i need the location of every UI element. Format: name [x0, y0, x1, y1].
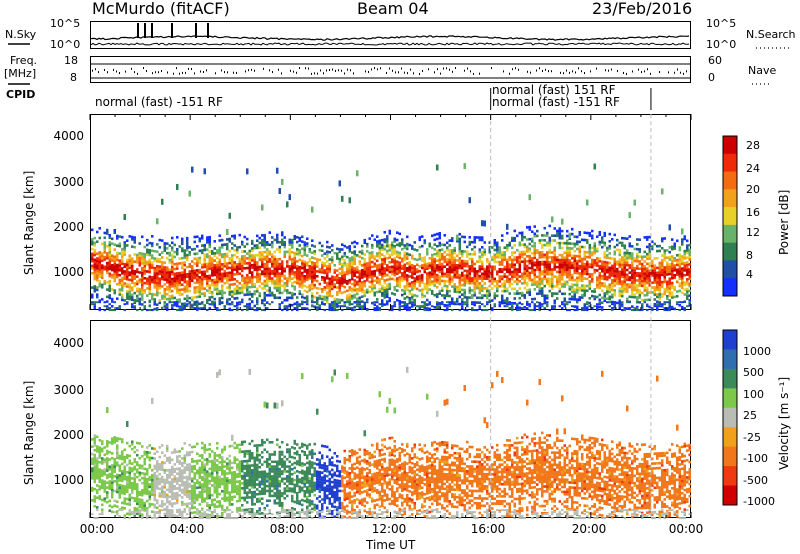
noise-right-tick-top: 10^5 — [706, 17, 737, 30]
power-ytick-4000: 4000 — [53, 129, 84, 143]
freq-left-tick-top: 18 — [64, 54, 78, 67]
freq-right-tick-bottom: 0 — [708, 71, 715, 84]
station-title: McMurdo (fitACF) — [92, 0, 230, 18]
velocity-ytick-1000: 1000 — [53, 473, 84, 487]
velocity-colorbar-swatch-4 — [723, 407, 737, 428]
vel-cb-tick-neg100: -100 — [743, 452, 768, 465]
noise-trace-layer — [90, 23, 690, 46]
vel-cb-tick-100: 100 — [743, 388, 764, 401]
power-colorbar-swatch-1 — [723, 153, 737, 173]
power-colorbar-swatch-6 — [723, 242, 737, 261]
freq-label-1: Freq. — [10, 54, 38, 67]
vel-cb-tick-1000: 1000 — [743, 345, 771, 358]
power-colorbar-swatch-8 — [723, 278, 737, 297]
xtick-0800: 08:00 — [269, 522, 305, 536]
velocity-colorbar-frame — [722, 329, 738, 506]
velocity-ytick-2000: 2000 — [53, 428, 84, 442]
velocity-ytick-4000: 4000 — [53, 336, 84, 350]
freq-panel — [90, 56, 691, 83]
date-title: 23/Feb/2016 — [592, 0, 693, 18]
power-ytick-1000: 1000 — [53, 265, 84, 279]
power-cb-tick-16: 16 — [746, 206, 760, 219]
velocity-colorbar-swatch-1 — [723, 349, 737, 370]
cpid-segment-2: normal (fast) 151 RF — [492, 83, 616, 97]
vel-cb-tick-25: 25 — [743, 409, 757, 422]
power-cb-tick-4: 4 — [746, 268, 753, 281]
noise-sky-line — [90, 35, 690, 41]
vel-cb-tick-neg1000: -1000 — [743, 495, 775, 508]
xtick-0000: 00:00 — [79, 522, 115, 536]
power-cb-tick-20: 20 — [746, 183, 760, 196]
velocity-colorbar-swatch-0 — [723, 330, 737, 350]
vel-cb-tick-neg25: -25 — [743, 431, 761, 444]
power-cells — [91, 163, 691, 312]
power-colorbar-swatch-5 — [723, 224, 737, 244]
power-colorbar-swatch-0 — [723, 136, 737, 155]
vel-cb-tick-500: 500 — [743, 366, 764, 379]
noise-search-line — [90, 42, 690, 46]
noise-left-tick-bottom: 10^0 — [50, 38, 81, 51]
freq-right-tick-top: 60 — [708, 54, 722, 67]
power-cb-tick-28: 28 — [746, 139, 760, 152]
power-colorbar-swatch-3 — [723, 189, 737, 208]
xtick-1200: 12:00 — [371, 522, 407, 536]
power-cb-tick-8: 8 — [746, 249, 753, 262]
velocity-colorbar-swatch-7 — [723, 466, 737, 487]
noise-search-label: N.Search — [746, 28, 796, 41]
freq-left-tick-bottom: 8 — [70, 71, 77, 84]
beam-title: Beam 04 — [357, 0, 429, 18]
noise-panel — [90, 21, 691, 49]
power-colorbar-swatch-2 — [723, 171, 737, 190]
power-ytick-3000: 3000 — [53, 175, 84, 189]
velocity-colorbar-swatch-5 — [723, 427, 737, 448]
power-colorbar — [722, 135, 738, 297]
power-cb-tick-12: 12 — [746, 226, 760, 239]
power-ytick-2000: 2000 — [53, 220, 84, 234]
noise-left-tick-top: 10^5 — [50, 17, 81, 30]
velocity-colorbar-swatch-3 — [723, 388, 737, 409]
power-colorbar-frame — [722, 135, 738, 297]
noise-sky-label: N.Sky — [5, 28, 37, 41]
cpid-segment-1: normal (fast) -151 RF — [95, 95, 223, 109]
axes-layer — [8, 43, 790, 518]
xtick-2000: 20:00 — [571, 522, 607, 536]
cpid-segment-3: normal (fast) -151 RF — [492, 95, 620, 109]
nave-label: Nave — [748, 64, 777, 77]
noise-right-tick-bottom: 10^0 — [706, 38, 737, 51]
vel-cb-tick-neg500: -500 — [743, 474, 768, 487]
power-colorbar-swatch-4 — [723, 207, 737, 226]
velocity-colorbar-swatch-6 — [723, 446, 737, 467]
velocity-colorbar — [722, 329, 738, 506]
velocity-ytick-3000: 3000 — [53, 383, 84, 397]
power-cb-tick-24: 24 — [746, 162, 760, 175]
xtick-1600: 16:00 — [470, 522, 506, 536]
cpid-label: CPID — [6, 88, 36, 101]
velocity-cells — [91, 366, 691, 520]
power-colorbar-swatch-7 — [723, 260, 737, 279]
xtick-2400: 00:00 — [668, 522, 704, 536]
velocity-colorbar-swatch-2 — [723, 368, 737, 389]
freq-label-2: [MHz] — [4, 67, 37, 80]
freq-trace-layer — [90, 63, 691, 79]
xaxis-label: Time UT — [366, 538, 416, 552]
velocity-colorbar-swatch-8 — [723, 485, 737, 506]
xtick-0400: 04:00 — [169, 522, 205, 536]
